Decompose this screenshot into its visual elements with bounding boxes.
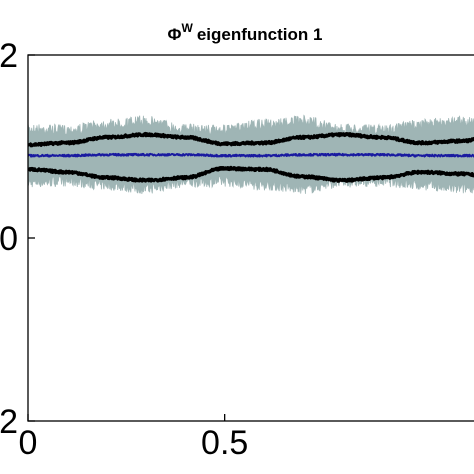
y-tick-label: 2 [0, 403, 18, 441]
title-text: eigenfunction 1 [197, 25, 323, 44]
axes-frame [27, 54, 474, 422]
chart-title: ΦW eigenfunction 1 [168, 21, 323, 44]
upper-bound-line [28, 131, 474, 148]
y-tick-label: 2 [0, 37, 18, 75]
title-superscript: W [182, 21, 194, 35]
title-symbol: Φ [168, 25, 182, 44]
mean-line [28, 152, 474, 158]
y-tick-label: 0 [0, 220, 18, 258]
x-tick-label: 0.5 [201, 424, 248, 462]
plot-area [28, 114, 474, 194]
lower-bound-line [28, 165, 474, 183]
x-tick-label: 0 [19, 424, 38, 462]
